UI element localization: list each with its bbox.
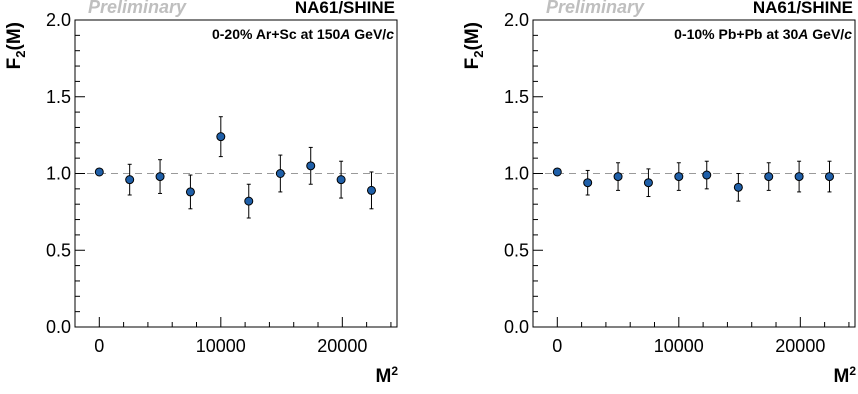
y-tick-label: 1.5 xyxy=(504,87,529,107)
data-marker xyxy=(275,169,285,178)
data-marker xyxy=(306,161,316,171)
y-tick-label: 0.5 xyxy=(46,240,71,260)
data-marker xyxy=(824,172,834,182)
system-label: 0-20% Ar+Sc at 150A GeV/c xyxy=(212,26,394,42)
data-marker xyxy=(216,132,226,142)
data-point xyxy=(733,173,743,202)
x-axis-title-main: M xyxy=(375,366,391,387)
data-point xyxy=(155,159,165,194)
x-axis-title-superscript: 2 xyxy=(391,364,398,378)
x-axis-title-main: M xyxy=(833,366,849,387)
system-label-italic: c xyxy=(844,26,852,42)
data-point xyxy=(552,167,562,177)
y-axis-title-subscript: 2 xyxy=(13,50,28,57)
system-label-italic: c xyxy=(386,26,394,42)
data-marker xyxy=(185,187,195,197)
system-label-text: 0-20% Ar+Sc at 150 xyxy=(212,26,340,42)
y-tick-label: 0.5 xyxy=(504,240,529,260)
system-label-text: GeV/ xyxy=(808,26,844,42)
y-tick-label: 1.0 xyxy=(46,164,71,184)
data-point xyxy=(336,160,346,199)
preliminary-watermark: Preliminary xyxy=(546,0,645,17)
data-marker xyxy=(583,178,593,188)
data-point xyxy=(125,163,135,196)
x-tick-label: 0 xyxy=(552,336,562,356)
data-marker xyxy=(244,196,254,206)
y-tick-label: 0.0 xyxy=(46,317,71,337)
data-point xyxy=(674,162,684,191)
y-axis-title: F2(M) xyxy=(4,22,28,69)
data-marker xyxy=(366,185,376,195)
x-tick-label: 20000 xyxy=(775,336,825,356)
data-marker xyxy=(125,175,135,185)
system-label-italic: A xyxy=(797,26,808,42)
system-label-text: 0-10% Pb+Pb at 30 xyxy=(674,26,798,42)
data-point xyxy=(764,162,774,191)
system-label: 0-10% Pb+Pb at 30A GeV/c xyxy=(674,26,852,42)
data-marker xyxy=(94,167,104,177)
preliminary-watermark: Preliminary xyxy=(88,0,187,17)
data-marker xyxy=(674,172,684,182)
system-label-text: GeV/ xyxy=(350,26,386,42)
system-label-italic: A xyxy=(339,26,350,42)
y-axis-title-main: F xyxy=(462,58,483,70)
data-marker xyxy=(794,172,804,182)
data-marker xyxy=(702,170,712,180)
data-point xyxy=(824,160,834,193)
data-marker xyxy=(733,182,743,192)
x-tick-label: 20000 xyxy=(317,336,367,356)
chart-panel-1: 0.0 0.5 1.0 1.5 2.0 0 10000 20000 Preliminary NA6… xyxy=(4,0,398,387)
data-point xyxy=(643,168,653,198)
y-axis-title: F2(M) xyxy=(462,22,486,69)
x-axis-title: M2 xyxy=(375,364,398,387)
data-marker xyxy=(764,172,774,182)
data-marker xyxy=(643,178,653,188)
collaboration-label: NA61/SHINE xyxy=(753,0,853,17)
x-axis-title-superscript: 2 xyxy=(849,364,856,378)
y-axis-title-main: (M) xyxy=(4,22,25,50)
data-point xyxy=(216,116,226,158)
data-point xyxy=(583,169,593,196)
data-point xyxy=(366,171,376,210)
data-point xyxy=(94,167,104,177)
data-marker xyxy=(336,175,346,185)
x-tick-label: 10000 xyxy=(654,336,704,356)
x-tick-label: 10000 xyxy=(196,336,246,356)
data-point xyxy=(244,183,254,219)
data-marker xyxy=(155,172,165,182)
data-point xyxy=(702,160,712,190)
data-point xyxy=(613,162,623,191)
data-point xyxy=(306,146,316,185)
y-axis-title-main: (M) xyxy=(462,22,483,50)
data-point xyxy=(275,154,285,193)
y-axis-title-subscript: 2 xyxy=(471,50,486,57)
data-marker xyxy=(613,172,623,182)
data-marker xyxy=(552,167,562,177)
y-tick-label: 1.0 xyxy=(504,164,529,184)
x-tick-label: 0 xyxy=(94,336,104,356)
y-tick-label: 0.0 xyxy=(504,317,529,337)
x-axis-title: M2 xyxy=(833,364,856,387)
data-point xyxy=(794,160,804,193)
y-tick-label: 2.0 xyxy=(504,10,529,30)
y-tick-label: 1.5 xyxy=(46,87,71,107)
data-point xyxy=(185,174,195,210)
chart-panel-2: 0.0 0.5 1.0 1.5 2.0 0 10000 20000 Preliminary NA6… xyxy=(462,0,856,387)
y-tick-label: 2.0 xyxy=(46,10,71,30)
collaboration-label: NA61/SHINE xyxy=(295,0,395,17)
y-axis-title-main: F xyxy=(4,58,25,70)
